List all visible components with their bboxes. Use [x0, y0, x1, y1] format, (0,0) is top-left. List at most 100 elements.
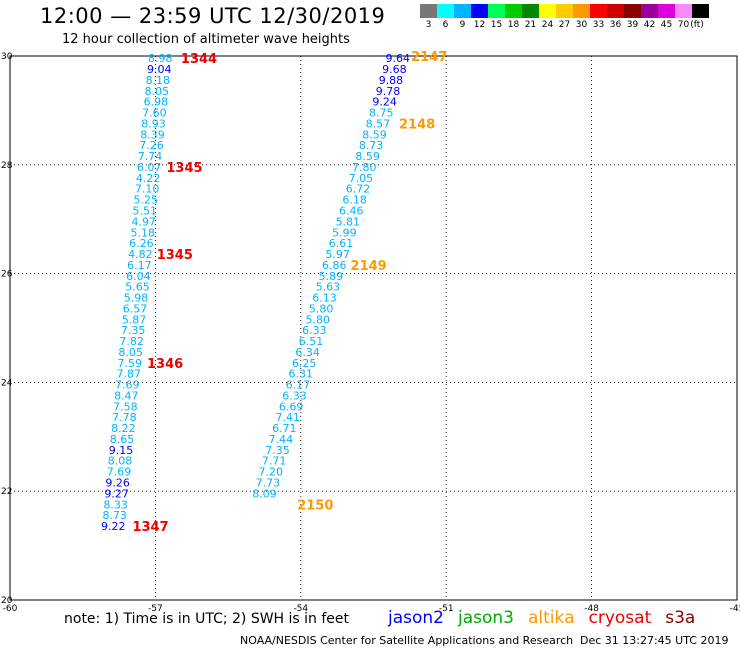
pass-time-label: 2150: [297, 498, 333, 513]
wave-height-value: 8.05: [145, 85, 170, 98]
legend-label: 24: [541, 20, 554, 30]
wave-height-value: 6.33: [302, 324, 327, 337]
pass-time-label: 2147: [411, 50, 447, 65]
wave-height-value: 5.89: [319, 270, 344, 283]
legend-labels: 3 6 9 12 15 18 21 24 27 30 33 36 39 42 45 70 (ft): [420, 20, 709, 34]
legend-label: 45: [660, 20, 673, 30]
wave-height-value: 8.39: [140, 128, 165, 141]
wave-height-value: 5.25: [133, 194, 158, 207]
legend-swatch: [573, 4, 590, 18]
footer-timestamp: Dec 31 13:27:45 UTC 2019: [580, 634, 729, 647]
wave-height-value: 8.75: [369, 107, 394, 120]
wave-height-value: 6.33: [282, 389, 307, 402]
legend-swatch: [505, 4, 522, 18]
wave-height-value: 8.09: [252, 487, 277, 500]
lat-tick-label: 28: [1, 161, 13, 171]
wave-height-value: 8.93: [141, 117, 166, 130]
legend-label: 12: [473, 20, 486, 30]
wave-height-value: 9.24: [372, 96, 397, 109]
legend-swatch: [471, 4, 488, 18]
legend-swatch: [420, 4, 437, 18]
wave-height-value: 9.26: [105, 476, 130, 489]
wave-height-value: 6.04: [126, 270, 151, 283]
wave-height-value: 8.73: [102, 509, 127, 522]
legend-swatch: [590, 4, 607, 18]
satellite-legend-item: jason2: [388, 608, 444, 628]
wave-height-value: 9.64: [385, 52, 410, 65]
legend-swatch: [437, 4, 454, 18]
satellite-legend: jason2 jason3 altika cryosat s3a: [388, 608, 695, 628]
wave-height-value: 5.51: [132, 204, 157, 217]
legend-swatch: [658, 4, 675, 18]
pass-time-label: 1347: [132, 520, 168, 535]
lat-tick-label: 22: [1, 487, 12, 497]
legend-label: 33: [592, 20, 605, 30]
wave-height-value: 7.35: [121, 324, 146, 337]
wave-height-value: 7.58: [113, 400, 138, 413]
pass-time-label: 2149: [351, 259, 387, 274]
wave-height-value: 6.17: [286, 379, 311, 392]
wave-height-value: 9.88: [379, 74, 404, 87]
wave-height-value: 7.20: [259, 466, 284, 479]
pass-time-label: 1346: [147, 357, 183, 372]
wave-height-value: 8.08: [108, 455, 133, 468]
legend-swatch: [607, 4, 624, 18]
wave-height-value: 6.13: [312, 292, 337, 305]
legend-label: 18: [507, 20, 520, 30]
wave-height-value: 9.27: [104, 487, 129, 500]
wave-height-value: 5.81: [336, 215, 361, 228]
wave-height-value: 6.57: [123, 302, 148, 315]
page-subtitle: 12 hour collection of altimeter wave hei…: [62, 32, 350, 47]
wave-height-value: 7.71: [262, 455, 287, 468]
page-title: 12:00 — 23:59 UTC 12/30/2019: [40, 4, 386, 28]
legend-swatch: [454, 4, 471, 18]
wave-height-value: 7.35: [265, 444, 290, 457]
legend-label: 21: [524, 20, 537, 30]
wave-height-value: 6.61: [329, 237, 354, 250]
lat-tick-label: 20: [1, 596, 13, 606]
legend-swatch: [522, 4, 539, 18]
lat-tick-label: 24: [1, 378, 13, 388]
wave-height-value: 8.59: [362, 128, 387, 141]
wave-height-value: 7.82: [119, 335, 144, 348]
wave-height-value: 6.51: [299, 335, 324, 348]
legend-label: 42: [643, 20, 656, 30]
wave-height-value: 7.78: [112, 411, 137, 424]
legend-swatches: [420, 4, 709, 18]
legend-label: 6: [442, 20, 449, 30]
footer-credit: NOAA/NESDIS Center for Satellite Applica…: [240, 634, 574, 647]
wave-height-value: 6.98: [144, 96, 169, 109]
wave-height-value: 7.73: [256, 476, 281, 489]
wave-height-value: 4.97: [132, 215, 157, 228]
legend-swatch: [692, 4, 709, 18]
wave-height-value: 5.87: [122, 313, 147, 326]
pass-time-label: 1345: [166, 161, 202, 176]
wave-height-value: 5.18: [131, 226, 156, 239]
wave-height-value: 7.69: [115, 379, 140, 392]
wave-height-value: 9.68: [382, 63, 407, 76]
wave-height-value: 4.22: [136, 172, 161, 185]
wave-height-value: 8.65: [110, 433, 135, 446]
wave-height-value: 7.59: [117, 357, 142, 370]
wave-height-value: 7.44: [269, 433, 294, 446]
wave-height-value: 8.57: [366, 117, 391, 130]
wave-height-value: 7.74: [138, 150, 163, 163]
wave-height-value: 8.22: [111, 422, 136, 435]
wave-height-value: 8.18: [146, 74, 171, 87]
wave-height-value: 6.17: [127, 259, 152, 272]
pass-time-label: 2148: [399, 117, 435, 132]
wave-height-value: 6.25: [292, 357, 317, 370]
wave-height-value: 6.86: [322, 259, 347, 272]
legend-swatch: [624, 4, 641, 18]
wave-height-value: 6.46: [339, 204, 364, 217]
wave-height-value: 5.63: [316, 281, 341, 294]
lon-tick-label: -45: [730, 604, 740, 614]
legend-swatch: [641, 4, 658, 18]
lat-tick-label: 26: [1, 270, 13, 280]
wave-height-value: 7.10: [135, 183, 160, 196]
legend-swatch: [556, 4, 573, 18]
wave-height-value: 5.65: [125, 281, 150, 294]
wave-height-value: 8.33: [103, 498, 128, 511]
wave-height-value: 8.73: [359, 139, 384, 152]
